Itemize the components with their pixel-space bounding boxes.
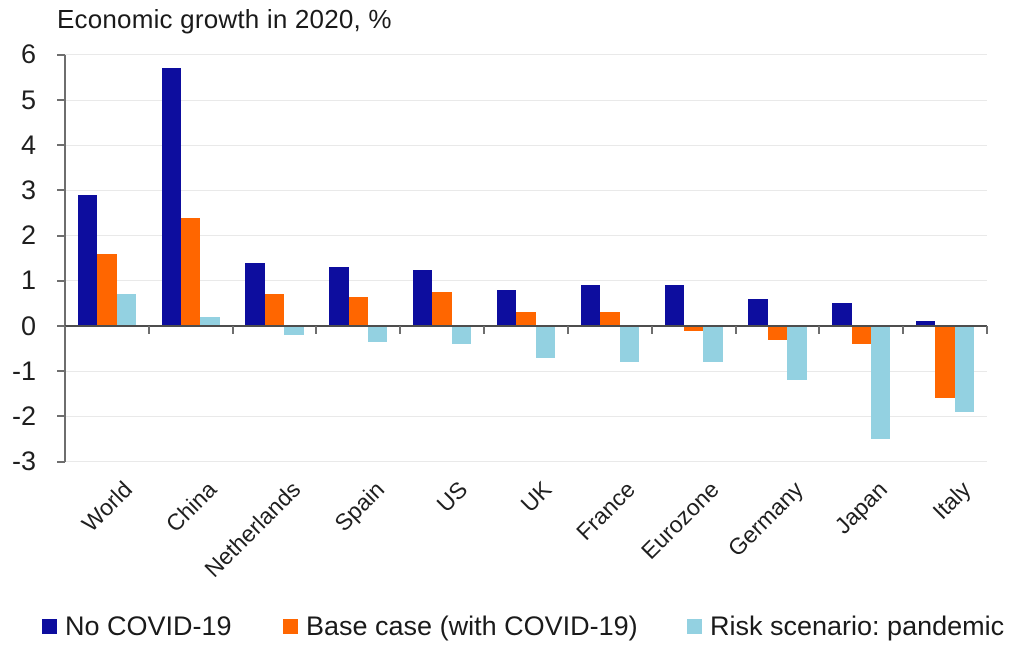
x-tick-1: [147, 326, 150, 334]
x-tick-6: [566, 326, 569, 334]
y-axis-label--1: -1: [11, 355, 36, 386]
y-axis-label-3: 3: [20, 174, 36, 205]
legend-label: No COVID-19: [65, 610, 232, 641]
x-axis-label-eurozone: Eurozone: [636, 476, 725, 565]
bar-no-covid-19-uk: [496, 289, 517, 326]
y-tick-6: [57, 53, 65, 56]
bar-no-covid-19-japan: [832, 303, 852, 326]
legend-swatch-icon: [283, 618, 298, 634]
bar-base-case-with-covid-19--spain: [348, 296, 369, 326]
bar-base-case-with-covid-19--netherlands: [264, 294, 285, 326]
gridline-3: [65, 189, 987, 191]
legend-item-base-case-with-covid-19-: Base case (with COVID-19): [283, 610, 638, 642]
bar-no-covid-19-france: [580, 285, 601, 326]
y-axis-label-1: 1: [20, 265, 36, 296]
x-tick-2: [231, 326, 234, 334]
x-tick-3: [315, 326, 318, 334]
bar-no-covid-19-spain: [329, 267, 349, 326]
bar-risk-scenario-pandemic-eurozone: [703, 326, 723, 363]
bar-no-covid-19-netherlands: [245, 262, 265, 326]
y-axis-label-2: 2: [20, 220, 36, 251]
bar-base-case-with-covid-19--eurozone: [683, 326, 704, 331]
y-axis-label--2: -2: [11, 400, 36, 431]
bar-risk-scenario-pandemic-italy: [954, 326, 975, 412]
y-tick--2: [57, 415, 65, 418]
y-tick--3: [57, 460, 65, 463]
bar-no-covid-19-germany: [748, 298, 768, 326]
x-tick-11: [986, 326, 988, 334]
x-tick-5: [483, 326, 486, 334]
y-tick-5: [57, 99, 65, 101]
legend-item-risk-scenario-pandemic: Risk scenario: pandemic: [687, 610, 1004, 642]
gridline-2: [65, 235, 987, 237]
x-axis-label-uk: UK: [515, 476, 557, 517]
bar-no-covid-19-us: [413, 269, 433, 326]
x-tick-4: [399, 326, 402, 334]
bar-base-case-with-covid-19--us: [432, 292, 452, 326]
bar-risk-scenario-pandemic-uk: [535, 326, 556, 358]
bar-base-case-with-covid-19--italy: [935, 326, 955, 399]
bar-no-covid-19-eurozone: [664, 285, 684, 326]
legend-swatch-icon: [42, 618, 57, 634]
gridline-4: [65, 144, 987, 146]
x-tick-9: [818, 326, 821, 334]
bar-no-covid-19-italy: [915, 321, 936, 326]
x-axis-label-japan: Japan: [828, 476, 892, 539]
y-axis-label-0: 0: [20, 310, 36, 341]
bar-risk-scenario-pandemic-japan: [870, 326, 891, 439]
x-tick-7: [650, 326, 653, 334]
x-axis-label-us: US: [431, 476, 473, 517]
legend-label: Risk scenario: pandemic: [710, 610, 1005, 641]
y-tick-2: [57, 234, 65, 237]
bar-risk-scenario-pandemic-us: [451, 326, 472, 345]
bar-base-case-with-covid-19--uk: [516, 312, 536, 326]
x-axis-label-france: France: [571, 476, 641, 546]
legend-swatch-icon: [687, 618, 702, 634]
bar-risk-scenario-pandemic-world: [116, 294, 136, 326]
gridline-5: [65, 99, 987, 101]
x-axis-label-italy: Italy: [927, 476, 976, 525]
y-axis-label-6: 6: [20, 39, 36, 70]
bar-no-covid-19-world: [77, 194, 98, 326]
bar-risk-scenario-pandemic-spain: [368, 326, 388, 342]
legend-label: Base case (with COVID-19): [306, 610, 638, 641]
x-tick-0: [64, 326, 66, 334]
bar-risk-scenario-pandemic-france: [619, 326, 639, 363]
bar-base-case-with-covid-19--germany: [767, 326, 788, 340]
x-axis-label-world: World: [76, 476, 138, 537]
x-axis-label-china: China: [160, 476, 222, 537]
bar-base-case-with-covid-19--japan: [851, 326, 871, 345]
bar-no-covid-19-china: [161, 68, 182, 326]
x-axis-label-germany: Germany: [722, 476, 808, 562]
y-axis-label-4: 4: [20, 129, 36, 160]
bar-base-case-with-covid-19--world: [97, 253, 117, 326]
gridline-1: [65, 280, 987, 282]
bar-base-case-with-covid-19--china: [181, 217, 201, 326]
bar-risk-scenario-pandemic-netherlands: [284, 326, 304, 336]
gridline--2: [65, 415, 987, 417]
chart-title: Economic growth in 2020, %: [57, 4, 392, 34]
x-tick-8: [734, 326, 737, 334]
gridline--3: [65, 461, 987, 463]
y-tick--1: [57, 370, 65, 373]
y-axis-label-5: 5: [20, 84, 36, 115]
y-tick-4: [57, 144, 65, 147]
y-tick-1: [57, 279, 65, 282]
bar-risk-scenario-pandemic-china: [200, 316, 220, 326]
gridline-6: [65, 54, 987, 56]
y-tick-0: [57, 325, 65, 327]
gridline--1: [65, 370, 987, 372]
legend-item-no-covid-19: No COVID-19: [42, 610, 232, 642]
y-axis-line: [64, 54, 66, 462]
y-tick-3: [57, 189, 65, 192]
zero-axis-line: [65, 325, 987, 327]
x-axis-label-spain: Spain: [328, 476, 389, 536]
y-axis-label--3: -3: [11, 446, 36, 477]
x-tick-10: [902, 326, 905, 334]
bar-base-case-with-covid-19--france: [600, 312, 620, 326]
bar-risk-scenario-pandemic-germany: [787, 326, 807, 381]
